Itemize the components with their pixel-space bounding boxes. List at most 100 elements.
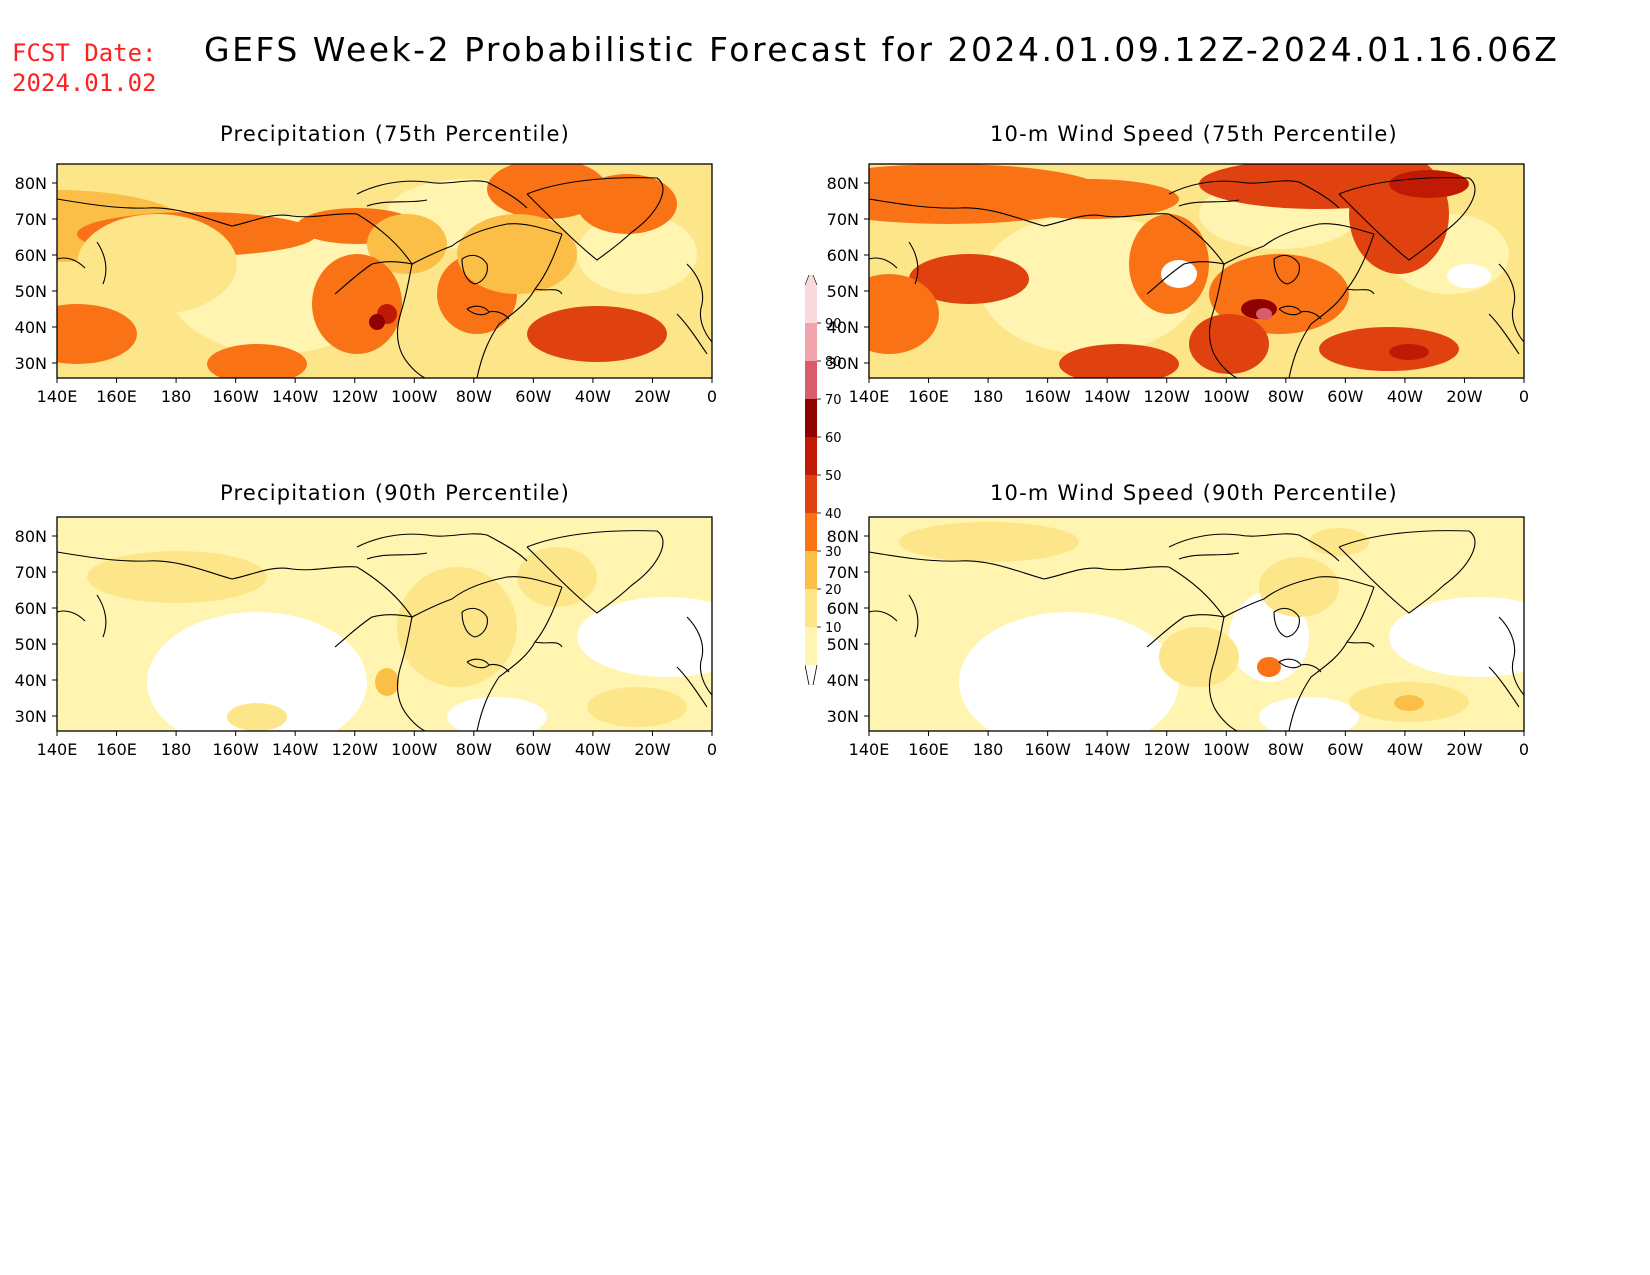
colorbar-tick-label: 10	[825, 621, 842, 636]
lon-tick-label: 40W	[575, 387, 611, 406]
lon-tick-label: 140W	[1084, 740, 1131, 759]
panel-title: 10-m Wind Speed (75th Percentile)	[990, 122, 1398, 146]
colorbar-tick-label: 60	[825, 431, 842, 446]
lon-tick-label: 180	[161, 387, 192, 406]
lon-tick-label: 140E	[37, 387, 78, 406]
lat-tick-label: 30N	[827, 354, 859, 373]
lon-tick-label: 0	[707, 387, 717, 406]
coastlines	[57, 177, 712, 378]
colorbar-tick-label: 70	[825, 393, 842, 408]
lon-tick-label: 160E	[908, 740, 949, 759]
colorbar-swatch	[805, 589, 817, 627]
lon-tick-label: 40W	[1387, 387, 1423, 406]
lat-tick-label: 40N	[827, 671, 859, 690]
lat-tick-label: 70N	[827, 210, 859, 229]
lon-tick-label: 20W	[1446, 387, 1482, 406]
lon-tick-label: 100W	[1203, 387, 1250, 406]
lon-tick-label: 20W	[1446, 740, 1482, 759]
lat-tick-label: 70N	[15, 210, 47, 229]
probability-field	[869, 517, 1524, 731]
lat-tick-label: 80N	[15, 527, 47, 546]
lon-tick-label: 180	[973, 387, 1004, 406]
lon-tick-label: 120W	[1144, 387, 1191, 406]
lon-tick-label: 120W	[1144, 740, 1191, 759]
colorbar-swatch	[805, 323, 817, 361]
lon-tick-label: 140E	[37, 740, 78, 759]
probability-field	[57, 517, 712, 731]
colorbar-swatch	[805, 513, 817, 551]
forecast-date-value: 2024.01.02	[12, 69, 157, 97]
colorbar-tick-label: 80	[825, 355, 842, 370]
panel-wind-90: 10-m Wind Speed (90th Percentile) 140E 16…	[812, 481, 1612, 781]
colorbar-swatch	[805, 437, 817, 475]
lon-tick-label: 80W	[1268, 387, 1304, 406]
colorbar-swatch	[805, 551, 817, 589]
lat-tick-label: 50N	[827, 282, 859, 301]
coastlines	[57, 530, 712, 731]
lon-tick-label: 180	[973, 740, 1004, 759]
lon-tick-label: 80W	[1268, 740, 1304, 759]
colorbar-legend: 10 20 30 40 50 60 70 80 90	[805, 275, 842, 685]
lon-tick-label: 80W	[456, 387, 492, 406]
panel-wind-75: 10-m Wind Speed (75th Percentile) 140E 16…	[812, 122, 1612, 422]
panel-title: Precipitation (90th Percentile)	[220, 481, 571, 505]
lon-tick-label: 0	[1519, 740, 1529, 759]
lon-tick-label: 80W	[456, 740, 492, 759]
map-precipitation-90: 140E 160E 180 160W 140W 120W 100W 80W 60W 40W 20W 0…	[15, 516, 717, 759]
lon-tick-label: 20W	[634, 740, 670, 759]
lat-tick-label: 30N	[827, 707, 859, 726]
lon-tick-label: 180	[161, 740, 192, 759]
lon-tick-label: 140W	[1084, 387, 1131, 406]
panel-title: 10-m Wind Speed (90th Percentile)	[990, 481, 1398, 505]
colorbar-swatch	[805, 361, 817, 399]
lat-tick-label: 80N	[827, 527, 859, 546]
colorbar-swatch	[805, 399, 817, 437]
lon-tick-label: 60W	[515, 740, 551, 759]
lat-tick-label: 40N	[15, 318, 47, 337]
lat-tick-label: 40N	[827, 318, 859, 337]
lat-tick-label: 80N	[827, 174, 859, 193]
lat-tick-label: 50N	[15, 635, 47, 654]
lon-tick-label: 160W	[212, 740, 259, 759]
lon-tick-label: 40W	[1387, 740, 1423, 759]
colorbar-swatch	[805, 285, 817, 323]
colorbar-tick-label: 90	[825, 317, 842, 332]
colorbar-tick-label: 20	[825, 583, 842, 598]
panel-title: Precipitation (75th Percentile)	[220, 122, 571, 146]
lon-tick-label: 140E	[849, 740, 890, 759]
lon-tick-label: 0	[707, 740, 717, 759]
lon-tick-label: 120W	[332, 387, 379, 406]
lat-tick-label: 60N	[827, 246, 859, 265]
forecast-date-label: FCST Date:	[12, 39, 157, 67]
lat-tick-label: 60N	[15, 246, 47, 265]
lon-tick-label: 100W	[1203, 740, 1250, 759]
lat-tick-label: 30N	[15, 707, 47, 726]
coastlines	[869, 530, 1524, 731]
lon-tick-label: 160W	[1024, 740, 1071, 759]
colorbar-tick-label: 40	[825, 507, 842, 522]
map-wind-75: 140E 160E 180 160W 140W 120W 100W 80W 60W 40W 20W 0…	[827, 163, 1529, 406]
panel-precipitation-75: Precipitation (75th Percentile) 140E 160E…	[0, 122, 800, 422]
colorbar-tick-label: 50	[825, 469, 842, 484]
lon-tick-label: 100W	[391, 387, 438, 406]
lat-tick-label: 60N	[15, 599, 47, 618]
lon-tick-label: 0	[1519, 387, 1529, 406]
lat-tick-label: 60N	[827, 599, 859, 618]
lon-tick-label: 140E	[849, 387, 890, 406]
lon-tick-label: 160W	[1024, 387, 1071, 406]
lon-tick-label: 140W	[272, 740, 319, 759]
lon-tick-label: 40W	[575, 740, 611, 759]
lon-tick-label: 160W	[212, 387, 259, 406]
map-wind-90: 140E 160E 180 160W 140W 120W 100W 80W 60W 40W 20W 0…	[827, 516, 1529, 759]
lon-tick-label: 60W	[1327, 387, 1363, 406]
lat-tick-label: 70N	[15, 563, 47, 582]
forecast-date-block: FCST Date: 2024.01.02	[12, 38, 157, 98]
lat-tick-label: 50N	[827, 635, 859, 654]
lat-tick-label: 70N	[827, 563, 859, 582]
lon-tick-label: 120W	[332, 740, 379, 759]
lon-tick-label: 160E	[908, 387, 949, 406]
lon-tick-label: 60W	[1327, 740, 1363, 759]
probability-field	[57, 164, 712, 378]
lon-tick-label: 60W	[515, 387, 551, 406]
lat-tick-label: 30N	[15, 354, 47, 373]
